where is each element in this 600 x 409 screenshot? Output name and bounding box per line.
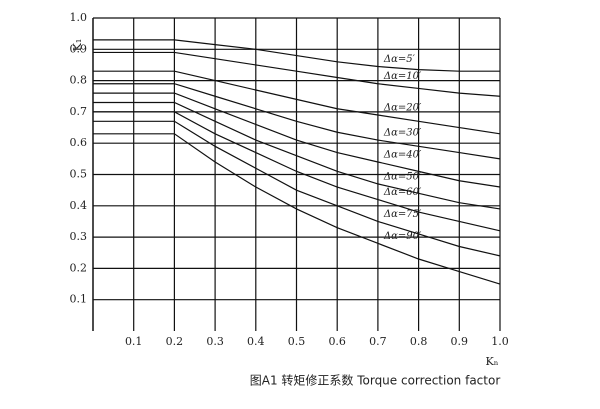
y-tick-label: 0.1 [70, 293, 88, 306]
series-line [93, 120, 501, 257]
y-tick-label: 0.9 [70, 42, 88, 55]
x-axis-label: Kₙ [486, 355, 499, 368]
series-line [93, 51, 501, 97]
series-line [93, 39, 500, 72]
series-label: Δα=75′ [383, 209, 422, 220]
series-line [93, 92, 501, 188]
series-label: Δα=5′ [383, 54, 416, 65]
series-label: Δα=30′ [383, 128, 422, 139]
x-tick-label: 0.7 [369, 335, 387, 348]
x-tick-label: 0.3 [206, 335, 224, 348]
x-tick-label: 0.6 [328, 335, 346, 348]
x-tick-label: 0.8 [410, 335, 428, 348]
y-tick-label: 0.2 [70, 261, 88, 274]
y-axis-label: K₁ [71, 39, 84, 52]
series-label: Δα=90′ [383, 231, 422, 242]
series-line [93, 111, 501, 232]
series-line [93, 101, 501, 210]
y-tick-label: 1.0 [70, 11, 88, 24]
y-tick-label: 0.6 [70, 136, 88, 149]
series-label: Δα=60′ [383, 187, 422, 198]
series-label: Δα=50′ [383, 171, 422, 182]
y-tick-label: 0.4 [70, 199, 88, 212]
x-tick-label: 1.0 [491, 335, 509, 348]
y-tick-label: 0.8 [70, 74, 88, 87]
y-tick-label: 0.3 [70, 230, 88, 243]
series-label: Δα=20′ [383, 103, 422, 114]
series-line [93, 70, 501, 135]
x-tick-label: 0.2 [166, 335, 184, 348]
x-tick-label: 0.1 [125, 335, 143, 348]
y-tick-label: 0.5 [70, 168, 88, 181]
series-label: Δα=40′ [383, 149, 422, 160]
x-tick-label: 0.5 [288, 335, 306, 348]
x-tick-label: 0.4 [247, 335, 265, 348]
caption: 图A1 转矩修正系数 Torque correction factor [250, 373, 501, 388]
series-line [93, 83, 501, 160]
series-label: Δα=10′ [383, 71, 422, 82]
y-tick-label: 0.7 [70, 105, 88, 118]
series-line [93, 133, 501, 285]
x-tick-label: 0.9 [451, 335, 469, 348]
